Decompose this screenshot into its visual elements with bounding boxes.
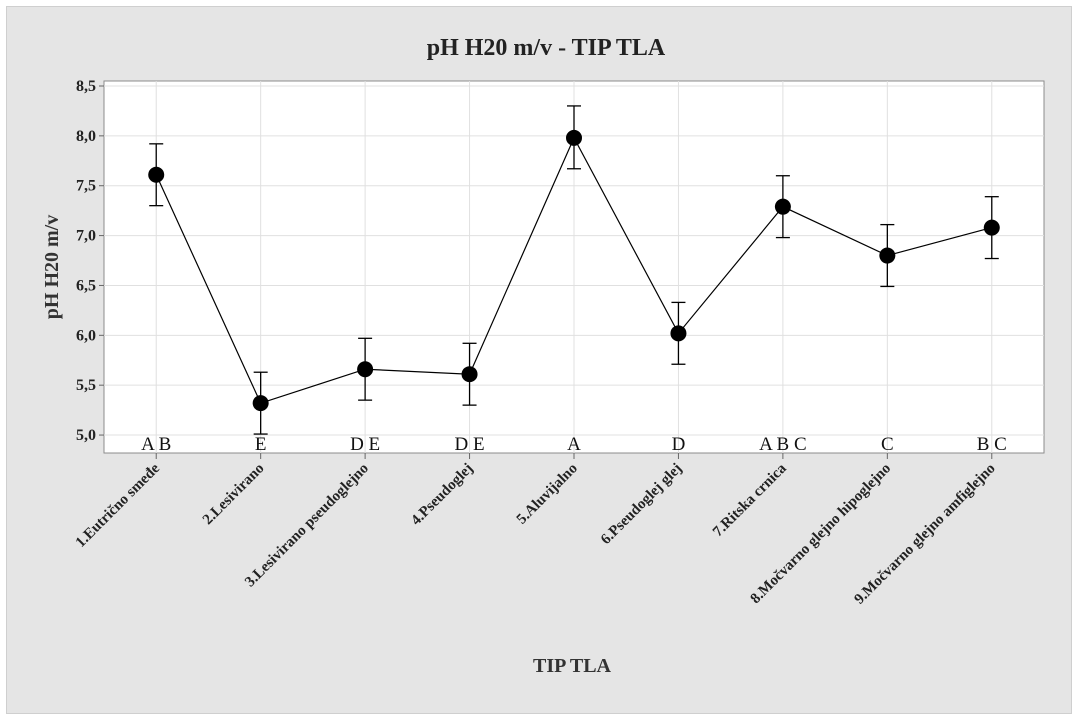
group-letter: E (255, 434, 267, 455)
data-point (983, 219, 1000, 236)
data-point (774, 198, 791, 215)
data-point (461, 366, 478, 383)
chart-frame: pH H20 m/v - TIP TLA 5,0 5,5 6,0 6,5 7,0 7,5 8… (6, 6, 1072, 714)
y-tick-label: 6,5 (76, 277, 96, 294)
x-tick-label: 6.Pseudoglej glej (598, 461, 685, 548)
group-letter: D E (455, 434, 485, 455)
y-tick-label: 7,0 (76, 228, 96, 245)
x-tick-label: 3.Lesivirano pseudoglejno (242, 461, 372, 591)
group-letter: A B (141, 434, 171, 455)
x-tick-label: 5.Aluvijalno (514, 461, 581, 528)
group-letter: C (881, 434, 894, 455)
y-tick-label: 7,5 (76, 178, 96, 195)
series (148, 105, 1000, 435)
x-tick-label: 7.Ritska crnica (710, 460, 790, 540)
y-tick-label: 5,0 (76, 427, 96, 444)
group-letter: A (567, 434, 581, 455)
data-point (879, 247, 896, 264)
group-letter: A B C (759, 434, 807, 455)
data-point (357, 361, 374, 378)
chart-title: pH H20 m/v - TIP TLA (427, 35, 666, 61)
y-tick-label: 8,0 (76, 128, 96, 145)
y-axis-title: pH H20 m/v (41, 215, 63, 319)
chart-svg: pH H20 m/v - TIP TLA 5,0 5,5 6,0 6,5 7,0 7,5 8… (41, 35, 1045, 677)
y-tick-label: 5,5 (76, 377, 96, 394)
x-axis: 1.Eutrično smeđe 2.Lesivirano3.Lesivirano… (73, 453, 999, 608)
x-axis-title: TIP TLA (533, 655, 612, 677)
x-tick-label: 4.Pseudoglej (408, 461, 476, 529)
y-axis: 5,0 5,5 6,0 6,5 7,0 7,5 8,0 8,5 (76, 78, 104, 444)
group-letter: D E (350, 434, 380, 455)
data-point (148, 166, 165, 183)
x-tick-label: 1.Eutrično smeđe (73, 460, 164, 551)
x-tick-label: 2.Lesivirano (200, 461, 268, 529)
data-point (252, 395, 269, 412)
y-tick-label: 8,5 (76, 78, 96, 95)
group-letter: B C (977, 434, 1007, 455)
group-letter: D (672, 434, 686, 455)
data-point (566, 129, 582, 146)
data-point (670, 325, 687, 342)
y-tick-label: 6,0 (76, 327, 96, 344)
